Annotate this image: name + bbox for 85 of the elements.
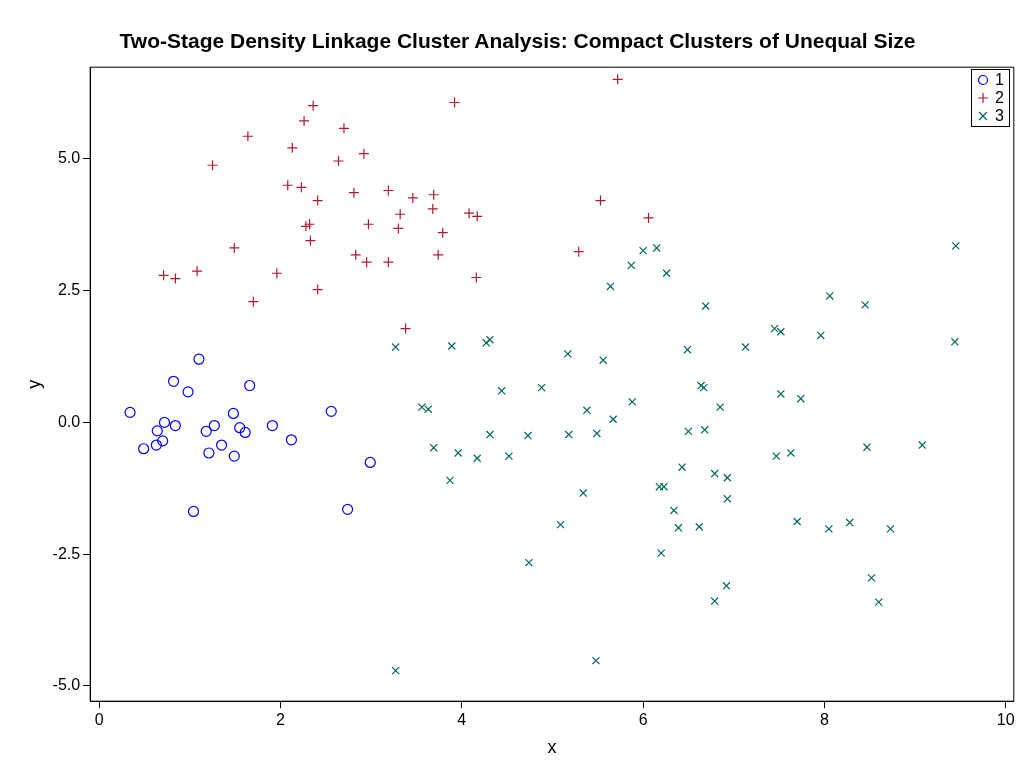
point (361, 256, 373, 268)
point (427, 203, 439, 215)
point (228, 450, 240, 462)
point (244, 379, 256, 392)
point (187, 505, 200, 518)
point (295, 181, 307, 193)
point (208, 419, 220, 432)
y-tick-label: 2.5 (57, 281, 81, 299)
point (227, 407, 239, 420)
point (271, 267, 283, 279)
point (470, 271, 482, 284)
point (167, 375, 180, 387)
point (350, 249, 362, 261)
point (382, 184, 394, 197)
point (338, 122, 350, 134)
point (285, 434, 297, 446)
point (463, 207, 475, 219)
point (193, 353, 205, 365)
point (228, 242, 240, 254)
point (312, 194, 324, 207)
point (332, 155, 345, 167)
point (400, 323, 412, 335)
point (594, 194, 607, 207)
point (151, 425, 163, 437)
y-tick-label: 5.0 (57, 149, 81, 167)
point (200, 425, 212, 437)
point (286, 142, 298, 154)
point (348, 187, 360, 199)
point (432, 249, 444, 261)
point (364, 456, 376, 469)
chart-title: Two-Stage Density Linkage Cluster Analysis: Compact Clusters of Unequal Size (119, 29, 916, 53)
x-axis-title: x (547, 737, 557, 758)
point (312, 284, 324, 296)
point (239, 426, 251, 439)
point (157, 435, 169, 447)
point (247, 296, 259, 308)
point (206, 159, 219, 171)
point (157, 269, 170, 281)
point (138, 443, 150, 455)
point (169, 419, 181, 432)
point (307, 100, 319, 112)
x-tick-label: 10 (996, 711, 1015, 729)
point (298, 115, 310, 127)
point (203, 447, 215, 459)
point (234, 422, 246, 434)
point (124, 406, 136, 418)
point (341, 503, 354, 515)
x-tick-label: 4 (457, 711, 467, 729)
point (407, 192, 419, 204)
legend-label: 3 (995, 107, 1004, 125)
point (612, 73, 624, 85)
point (169, 272, 181, 285)
point (437, 227, 449, 239)
point (358, 148, 370, 160)
point (362, 218, 375, 230)
x-tick-label: 8 (819, 711, 829, 729)
point (182, 386, 194, 398)
point (382, 256, 394, 268)
point (282, 179, 294, 191)
point (573, 246, 585, 258)
y-tick-label: 0.0 (57, 412, 81, 430)
point (642, 212, 655, 224)
point (394, 208, 406, 220)
point (216, 439, 228, 451)
x-tick-label: 6 (638, 711, 648, 729)
point (392, 222, 404, 235)
x-tick-label: 2 (276, 711, 286, 729)
point (303, 218, 316, 230)
point (300, 220, 312, 232)
y-tick-label: -5.0 (52, 676, 81, 694)
point (242, 130, 254, 142)
point (304, 234, 317, 247)
x-tick-label: 0 (94, 711, 104, 729)
point (158, 416, 171, 429)
point (150, 439, 162, 451)
y-axis-title: y (23, 379, 44, 389)
y-tick-label: -2.5 (52, 544, 81, 562)
point (428, 189, 440, 201)
legend-label: 2 (995, 89, 1004, 107)
legend-label: 1 (995, 71, 1004, 89)
point (325, 405, 337, 417)
point (191, 265, 203, 277)
point (471, 210, 483, 222)
point (448, 96, 461, 109)
point (266, 419, 278, 432)
